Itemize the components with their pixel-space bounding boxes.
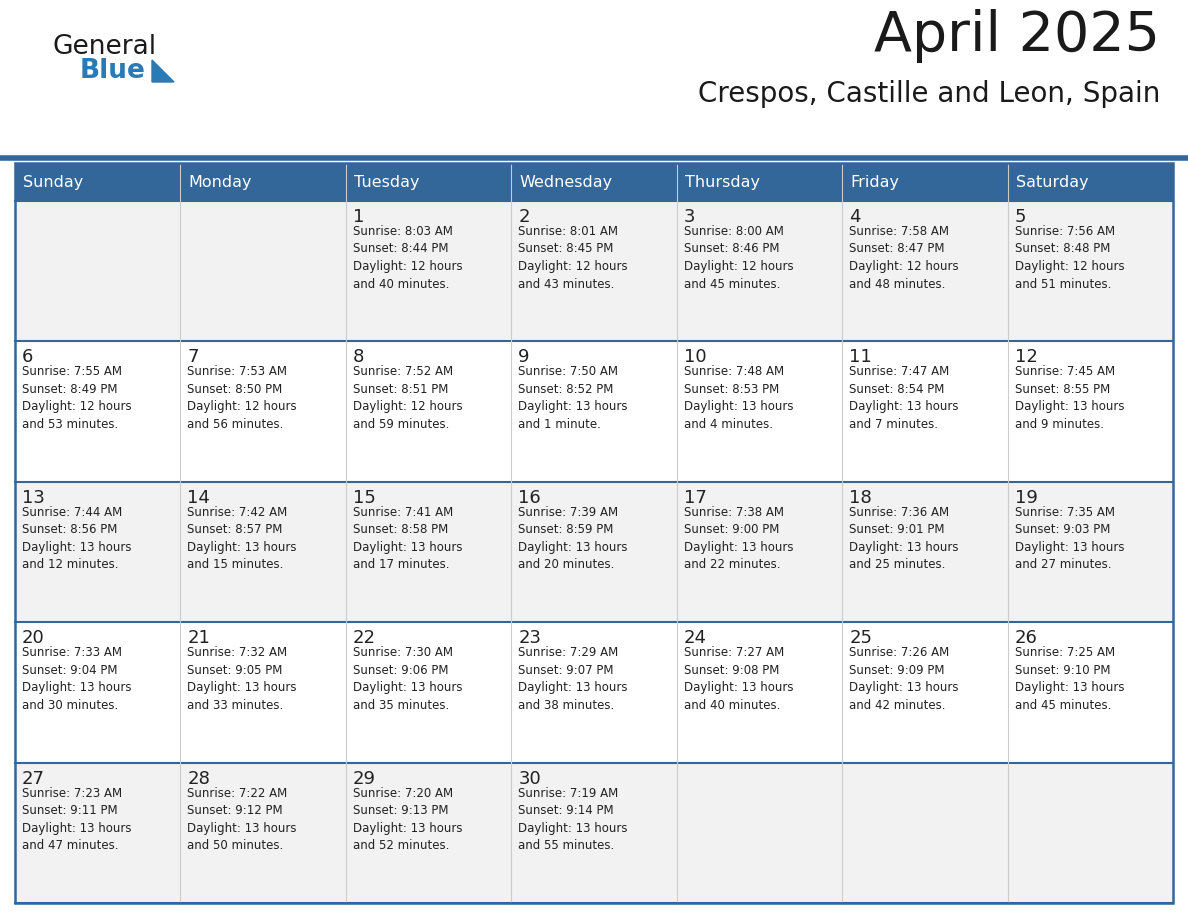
Text: Sunrise: 7:20 AM
Sunset: 9:13 PM
Daylight: 13 hours
and 52 minutes.: Sunrise: 7:20 AM Sunset: 9:13 PM Dayligh… xyxy=(353,787,462,852)
Text: Sunrise: 7:41 AM
Sunset: 8:58 PM
Daylight: 13 hours
and 17 minutes.: Sunrise: 7:41 AM Sunset: 8:58 PM Dayligh… xyxy=(353,506,462,571)
Text: Sunrise: 7:35 AM
Sunset: 9:03 PM
Daylight: 13 hours
and 27 minutes.: Sunrise: 7:35 AM Sunset: 9:03 PM Dayligh… xyxy=(1015,506,1124,571)
Text: 25: 25 xyxy=(849,629,872,647)
Text: 9: 9 xyxy=(518,349,530,366)
Text: Sunrise: 7:25 AM
Sunset: 9:10 PM
Daylight: 13 hours
and 45 minutes.: Sunrise: 7:25 AM Sunset: 9:10 PM Dayligh… xyxy=(1015,646,1124,711)
Text: Blue: Blue xyxy=(80,58,146,84)
Text: 22: 22 xyxy=(353,629,375,647)
Text: Saturday: Saturday xyxy=(1016,174,1088,189)
Text: Sunrise: 7:36 AM
Sunset: 9:01 PM
Daylight: 13 hours
and 25 minutes.: Sunrise: 7:36 AM Sunset: 9:01 PM Dayligh… xyxy=(849,506,959,571)
Text: 13: 13 xyxy=(23,488,45,507)
Text: Sunrise: 7:55 AM
Sunset: 8:49 PM
Daylight: 12 hours
and 53 minutes.: Sunrise: 7:55 AM Sunset: 8:49 PM Dayligh… xyxy=(23,365,132,431)
Text: 23: 23 xyxy=(518,629,542,647)
Bar xyxy=(15,163,1173,201)
Text: 30: 30 xyxy=(518,769,541,788)
Bar xyxy=(15,482,1173,622)
Text: 12: 12 xyxy=(1015,349,1037,366)
Text: General: General xyxy=(52,34,156,60)
Text: 15: 15 xyxy=(353,488,375,507)
Bar xyxy=(15,201,1173,341)
Text: 26: 26 xyxy=(1015,629,1037,647)
Text: Sunrise: 8:01 AM
Sunset: 8:45 PM
Daylight: 12 hours
and 43 minutes.: Sunrise: 8:01 AM Sunset: 8:45 PM Dayligh… xyxy=(518,225,628,290)
Text: 1: 1 xyxy=(353,208,365,226)
Text: 3: 3 xyxy=(684,208,695,226)
Text: Sunrise: 7:44 AM
Sunset: 8:56 PM
Daylight: 13 hours
and 12 minutes.: Sunrise: 7:44 AM Sunset: 8:56 PM Dayligh… xyxy=(23,506,132,571)
Text: Sunrise: 7:33 AM
Sunset: 9:04 PM
Daylight: 13 hours
and 30 minutes.: Sunrise: 7:33 AM Sunset: 9:04 PM Dayligh… xyxy=(23,646,132,711)
Text: Sunrise: 7:26 AM
Sunset: 9:09 PM
Daylight: 13 hours
and 42 minutes.: Sunrise: 7:26 AM Sunset: 9:09 PM Dayligh… xyxy=(849,646,959,711)
Text: Tuesday: Tuesday xyxy=(354,174,419,189)
Text: Sunrise: 7:29 AM
Sunset: 9:07 PM
Daylight: 13 hours
and 38 minutes.: Sunrise: 7:29 AM Sunset: 9:07 PM Dayligh… xyxy=(518,646,627,711)
Text: Sunrise: 8:03 AM
Sunset: 8:44 PM
Daylight: 12 hours
and 40 minutes.: Sunrise: 8:03 AM Sunset: 8:44 PM Dayligh… xyxy=(353,225,462,290)
Text: Sunday: Sunday xyxy=(23,174,83,189)
Text: 16: 16 xyxy=(518,488,541,507)
Text: Sunrise: 7:50 AM
Sunset: 8:52 PM
Daylight: 13 hours
and 1 minute.: Sunrise: 7:50 AM Sunset: 8:52 PM Dayligh… xyxy=(518,365,627,431)
Text: Sunrise: 8:00 AM
Sunset: 8:46 PM
Daylight: 12 hours
and 45 minutes.: Sunrise: 8:00 AM Sunset: 8:46 PM Dayligh… xyxy=(684,225,794,290)
Text: 19: 19 xyxy=(1015,488,1037,507)
Text: Sunrise: 7:45 AM
Sunset: 8:55 PM
Daylight: 13 hours
and 9 minutes.: Sunrise: 7:45 AM Sunset: 8:55 PM Dayligh… xyxy=(1015,365,1124,431)
Text: 21: 21 xyxy=(188,629,210,647)
Text: Friday: Friday xyxy=(851,174,899,189)
Text: 7: 7 xyxy=(188,349,198,366)
Text: April 2025: April 2025 xyxy=(874,9,1159,63)
Text: Sunrise: 7:47 AM
Sunset: 8:54 PM
Daylight: 13 hours
and 7 minutes.: Sunrise: 7:47 AM Sunset: 8:54 PM Dayligh… xyxy=(849,365,959,431)
Text: 10: 10 xyxy=(684,349,707,366)
Text: Sunrise: 7:52 AM
Sunset: 8:51 PM
Daylight: 12 hours
and 59 minutes.: Sunrise: 7:52 AM Sunset: 8:51 PM Dayligh… xyxy=(353,365,462,431)
Text: 8: 8 xyxy=(353,349,365,366)
Text: 11: 11 xyxy=(849,349,872,366)
Text: Crespos, Castille and Leon, Spain: Crespos, Castille and Leon, Spain xyxy=(697,80,1159,108)
Text: 2: 2 xyxy=(518,208,530,226)
Text: Sunrise: 7:53 AM
Sunset: 8:50 PM
Daylight: 12 hours
and 56 minutes.: Sunrise: 7:53 AM Sunset: 8:50 PM Dayligh… xyxy=(188,365,297,431)
Bar xyxy=(15,341,1173,482)
Text: 4: 4 xyxy=(849,208,860,226)
Text: 27: 27 xyxy=(23,769,45,788)
Text: Sunrise: 7:48 AM
Sunset: 8:53 PM
Daylight: 13 hours
and 4 minutes.: Sunrise: 7:48 AM Sunset: 8:53 PM Dayligh… xyxy=(684,365,794,431)
Text: Wednesday: Wednesday xyxy=(519,174,612,189)
Text: Sunrise: 7:39 AM
Sunset: 8:59 PM
Daylight: 13 hours
and 20 minutes.: Sunrise: 7:39 AM Sunset: 8:59 PM Dayligh… xyxy=(518,506,627,571)
Text: Sunrise: 7:58 AM
Sunset: 8:47 PM
Daylight: 12 hours
and 48 minutes.: Sunrise: 7:58 AM Sunset: 8:47 PM Dayligh… xyxy=(849,225,959,290)
Text: 6: 6 xyxy=(23,349,33,366)
Text: Sunrise: 7:42 AM
Sunset: 8:57 PM
Daylight: 13 hours
and 15 minutes.: Sunrise: 7:42 AM Sunset: 8:57 PM Dayligh… xyxy=(188,506,297,571)
Text: 18: 18 xyxy=(849,488,872,507)
Text: Thursday: Thursday xyxy=(684,174,759,189)
Text: Sunrise: 7:19 AM
Sunset: 9:14 PM
Daylight: 13 hours
and 55 minutes.: Sunrise: 7:19 AM Sunset: 9:14 PM Dayligh… xyxy=(518,787,627,852)
Text: Sunrise: 7:38 AM
Sunset: 9:00 PM
Daylight: 13 hours
and 22 minutes.: Sunrise: 7:38 AM Sunset: 9:00 PM Dayligh… xyxy=(684,506,794,571)
Polygon shape xyxy=(152,60,173,82)
Text: Sunrise: 7:23 AM
Sunset: 9:11 PM
Daylight: 13 hours
and 47 minutes.: Sunrise: 7:23 AM Sunset: 9:11 PM Dayligh… xyxy=(23,787,132,852)
Text: Sunrise: 7:22 AM
Sunset: 9:12 PM
Daylight: 13 hours
and 50 minutes.: Sunrise: 7:22 AM Sunset: 9:12 PM Dayligh… xyxy=(188,787,297,852)
Text: 24: 24 xyxy=(684,629,707,647)
Text: 17: 17 xyxy=(684,488,707,507)
Text: Sunrise: 7:32 AM
Sunset: 9:05 PM
Daylight: 13 hours
and 33 minutes.: Sunrise: 7:32 AM Sunset: 9:05 PM Dayligh… xyxy=(188,646,297,711)
Bar xyxy=(15,622,1173,763)
Bar xyxy=(15,163,1173,903)
Bar xyxy=(15,763,1173,903)
Text: 29: 29 xyxy=(353,769,375,788)
Text: Monday: Monday xyxy=(189,174,252,189)
Text: Sunrise: 7:56 AM
Sunset: 8:48 PM
Daylight: 12 hours
and 51 minutes.: Sunrise: 7:56 AM Sunset: 8:48 PM Dayligh… xyxy=(1015,225,1124,290)
Text: 14: 14 xyxy=(188,488,210,507)
Text: Sunrise: 7:27 AM
Sunset: 9:08 PM
Daylight: 13 hours
and 40 minutes.: Sunrise: 7:27 AM Sunset: 9:08 PM Dayligh… xyxy=(684,646,794,711)
Text: 5: 5 xyxy=(1015,208,1026,226)
Text: 28: 28 xyxy=(188,769,210,788)
Text: 20: 20 xyxy=(23,629,45,647)
Text: Sunrise: 7:30 AM
Sunset: 9:06 PM
Daylight: 13 hours
and 35 minutes.: Sunrise: 7:30 AM Sunset: 9:06 PM Dayligh… xyxy=(353,646,462,711)
